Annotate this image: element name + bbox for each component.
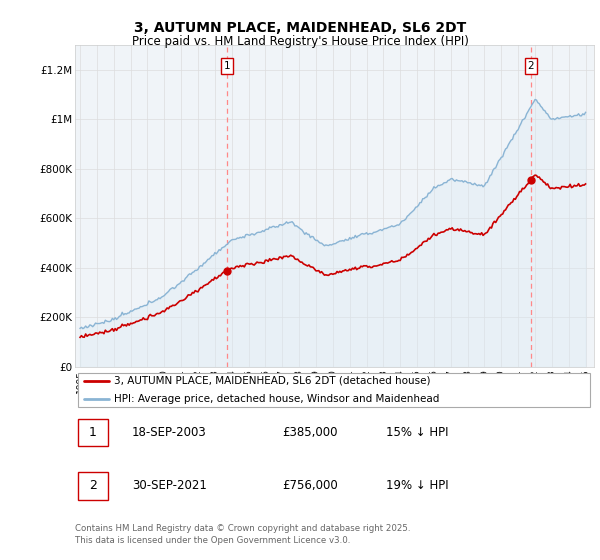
Text: 15% ↓ HPI: 15% ↓ HPI (386, 426, 449, 439)
Text: 2: 2 (527, 60, 534, 71)
FancyBboxPatch shape (77, 373, 590, 407)
Text: 19% ↓ HPI: 19% ↓ HPI (386, 479, 449, 492)
Text: 30-SEP-2021: 30-SEP-2021 (132, 479, 207, 492)
Text: 1: 1 (89, 426, 97, 439)
FancyBboxPatch shape (77, 472, 107, 500)
Text: HPI: Average price, detached house, Windsor and Maidenhead: HPI: Average price, detached house, Wind… (114, 394, 439, 404)
Text: £756,000: £756,000 (283, 479, 338, 492)
Text: £385,000: £385,000 (283, 426, 338, 439)
Text: 3, AUTUMN PLACE, MAIDENHEAD, SL6 2DT (detached house): 3, AUTUMN PLACE, MAIDENHEAD, SL6 2DT (de… (114, 376, 430, 386)
FancyBboxPatch shape (77, 419, 107, 446)
Text: 2: 2 (89, 479, 97, 492)
Text: Contains HM Land Registry data © Crown copyright and database right 2025.
This d: Contains HM Land Registry data © Crown c… (75, 524, 410, 545)
Text: 18-SEP-2003: 18-SEP-2003 (132, 426, 207, 439)
Text: 3, AUTUMN PLACE, MAIDENHEAD, SL6 2DT: 3, AUTUMN PLACE, MAIDENHEAD, SL6 2DT (134, 21, 466, 35)
Text: Price paid vs. HM Land Registry's House Price Index (HPI): Price paid vs. HM Land Registry's House … (131, 35, 469, 48)
Text: 1: 1 (224, 60, 230, 71)
